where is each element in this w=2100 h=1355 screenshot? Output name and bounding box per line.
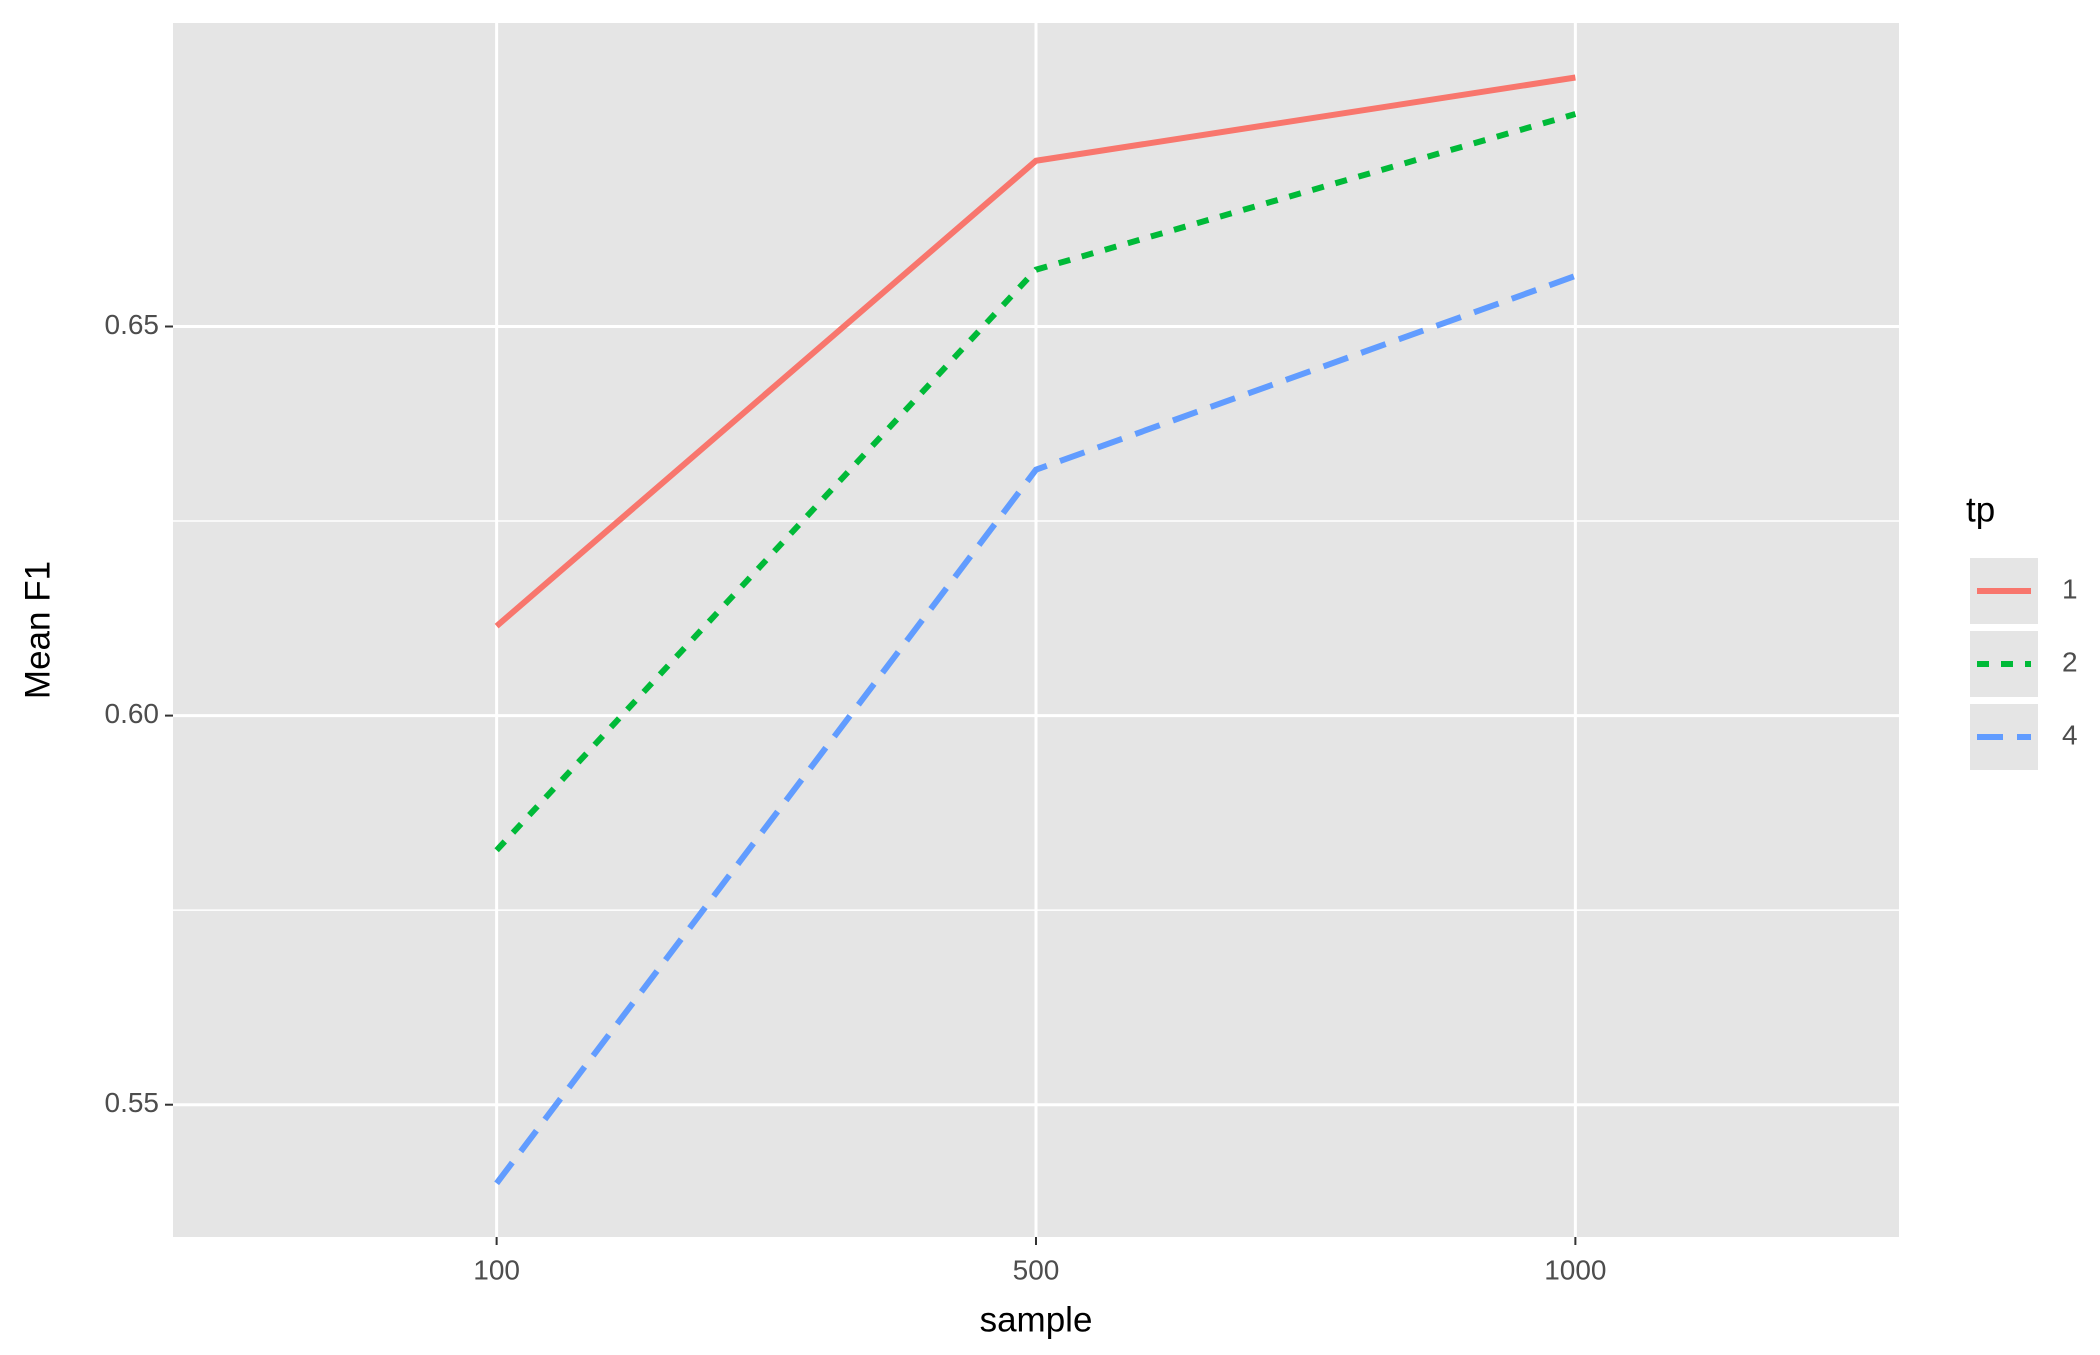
x-tick-label: 100 bbox=[473, 1254, 520, 1285]
grid bbox=[173, 23, 1899, 1237]
series-line bbox=[494, 111, 1577, 853]
lines bbox=[494, 74, 1577, 1186]
legend-label: 1 bbox=[2062, 573, 2078, 604]
x-tick-label: 500 bbox=[1013, 1254, 1060, 1285]
series-line bbox=[494, 74, 1576, 629]
y-tick-label: 0.60 bbox=[105, 698, 160, 729]
x-tick-label: 1000 bbox=[1544, 1254, 1606, 1285]
y-axis-title: Mean F1 bbox=[18, 561, 57, 699]
legend-label: 2 bbox=[2062, 646, 2078, 677]
y-tick-label: 0.65 bbox=[105, 309, 160, 340]
legend-label: 4 bbox=[2062, 719, 2078, 750]
x-axis-title: sample bbox=[980, 1300, 1093, 1339]
legend-title: tp bbox=[1966, 490, 1995, 529]
series-line bbox=[494, 273, 1577, 1186]
y-tick-label: 0.55 bbox=[105, 1087, 160, 1118]
